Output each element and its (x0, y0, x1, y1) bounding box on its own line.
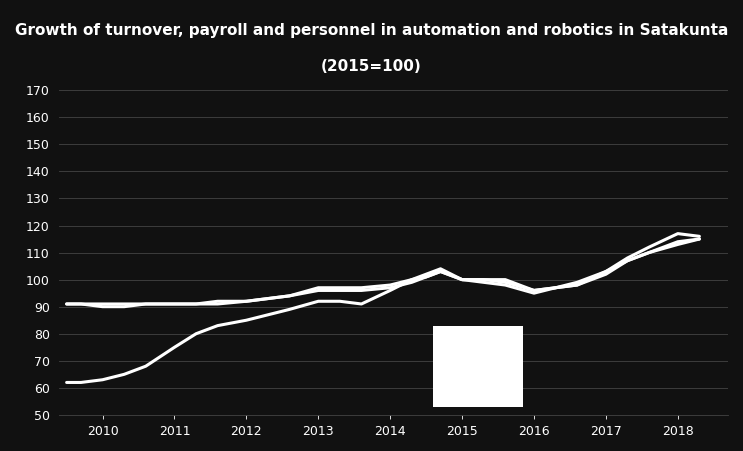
Text: (2015=100): (2015=100) (321, 59, 422, 74)
Text: Growth of turnover, payroll and personnel in automation and robotics in Satakunt: Growth of turnover, payroll and personne… (15, 23, 728, 37)
Bar (433, 326, 523, 407)
